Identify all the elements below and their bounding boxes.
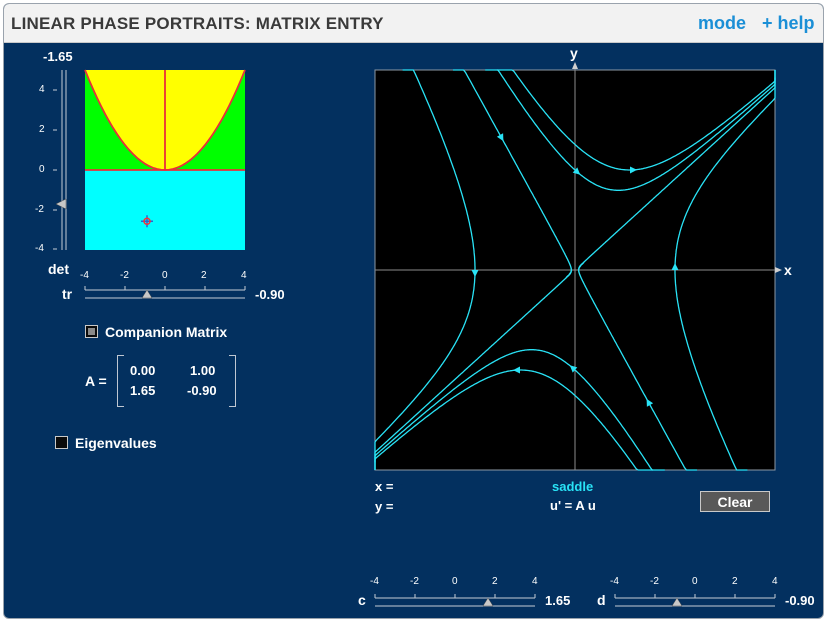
trajectory-arrow-icon bbox=[646, 398, 654, 407]
tr-label: tr bbox=[62, 286, 73, 302]
tr-tick: 4 bbox=[241, 270, 247, 281]
y-axis-label: y bbox=[570, 45, 578, 61]
matrix-entry-c[interactable]: 1.65 bbox=[130, 383, 156, 398]
y-readout: y = bbox=[375, 499, 394, 514]
trajectory-curve bbox=[374, 69, 573, 470]
trajectory-curve bbox=[374, 69, 476, 463]
det-slider[interactable] bbox=[53, 70, 67, 250]
trajectory-curve bbox=[577, 70, 776, 471]
c-tick: 0 bbox=[452, 576, 458, 587]
clear-button[interactable]: Clear bbox=[700, 491, 770, 512]
tr-slider[interactable] bbox=[84, 286, 246, 299]
x-axis-label: x bbox=[784, 262, 792, 278]
d-tick: -2 bbox=[650, 576, 659, 587]
trajectory-arrow-icon bbox=[471, 270, 479, 277]
trajectory-arrow-icon bbox=[572, 167, 581, 175]
tr-tick: -4 bbox=[80, 270, 89, 281]
matrix-entry-a[interactable]: 0.00 bbox=[130, 363, 156, 378]
det-tick: -2 bbox=[35, 204, 44, 215]
trajectory-curve bbox=[374, 369, 654, 471]
det-label: det bbox=[48, 261, 69, 277]
trajectory-arrow-icon bbox=[496, 133, 504, 142]
matrix-left-bracket bbox=[117, 355, 124, 407]
d-tick: 4 bbox=[772, 576, 778, 587]
trajectory-curve bbox=[674, 77, 776, 471]
matrix-right-bracket bbox=[229, 355, 236, 407]
det-tick: 4 bbox=[39, 84, 45, 95]
c-value: 1.65 bbox=[545, 593, 571, 608]
c-tick: 4 bbox=[532, 576, 538, 587]
c-slider[interactable] bbox=[374, 594, 536, 607]
det-slider-thumb[interactable] bbox=[55, 198, 67, 210]
c-tick: -4 bbox=[370, 576, 379, 587]
eigenvalues-label: Eigenvalues bbox=[75, 435, 157, 451]
d-value: -0.90 bbox=[785, 593, 815, 608]
c-tick: 2 bbox=[492, 576, 498, 587]
trajectory-curve bbox=[485, 69, 776, 191]
d-tick: 2 bbox=[732, 576, 738, 587]
tr-tick: 2 bbox=[201, 270, 207, 281]
help-button[interactable]: + help bbox=[762, 13, 815, 33]
c-tick: -2 bbox=[410, 576, 419, 587]
title-bar: LINEAR PHASE PORTRAITS: MATRIX ENTRY mod… bbox=[4, 4, 823, 43]
crosshair-part bbox=[143, 217, 151, 225]
region-lower bbox=[85, 170, 245, 250]
matrix-label: A = bbox=[85, 373, 107, 389]
trajectories bbox=[374, 69, 776, 471]
trajectory-arrow-icon bbox=[513, 366, 520, 374]
d-slider[interactable] bbox=[614, 594, 776, 607]
tr-tick: -2 bbox=[120, 270, 129, 281]
eigenvalues-checkbox[interactable] bbox=[55, 436, 68, 449]
trajectory-curve bbox=[374, 349, 665, 471]
det-tick: -4 bbox=[35, 243, 44, 254]
d-tick: -4 bbox=[610, 576, 619, 587]
equilibrium-type: saddle bbox=[552, 479, 594, 494]
trajectory-arrow-icon bbox=[630, 166, 637, 174]
d-label: d bbox=[597, 592, 606, 608]
tr-slider-thumb[interactable] bbox=[141, 289, 153, 299]
phase-portrait[interactable] bbox=[374, 62, 782, 471]
trajectory-arrow-icon bbox=[671, 263, 679, 270]
c-slider-thumb[interactable] bbox=[482, 597, 494, 607]
mode-button[interactable]: mode bbox=[698, 13, 747, 33]
tr-tick: 0 bbox=[162, 270, 168, 281]
trace-determinant-plane[interactable] bbox=[84, 69, 246, 250]
app-title: LINEAR PHASE PORTRAITS: MATRIX ENTRY bbox=[11, 14, 384, 33]
matrix-entry-d[interactable]: -0.90 bbox=[187, 383, 217, 398]
equation-label: u' = A u bbox=[550, 498, 596, 513]
d-tick: 0 bbox=[692, 576, 698, 587]
companion-matrix-label: Companion Matrix bbox=[105, 324, 228, 340]
trajectory-arrow-icon bbox=[569, 365, 578, 373]
x-axis-arrow-icon bbox=[775, 267, 782, 273]
trajectory-curve bbox=[496, 69, 776, 171]
y-axis-arrow-icon bbox=[572, 62, 578, 69]
tr-value: -0.90 bbox=[255, 287, 285, 302]
det-tick: 0 bbox=[39, 164, 45, 175]
x-readout: x = bbox=[375, 479, 394, 494]
companion-matrix-checkbox[interactable] bbox=[85, 325, 98, 338]
det-tick: 2 bbox=[39, 124, 45, 135]
d-slider-thumb[interactable] bbox=[671, 597, 683, 607]
c-label: c bbox=[358, 592, 366, 608]
crosshair-marker[interactable] bbox=[141, 215, 153, 228]
matrix-entry-b[interactable]: 1.00 bbox=[190, 363, 216, 378]
det-value: -1.65 bbox=[43, 49, 73, 64]
